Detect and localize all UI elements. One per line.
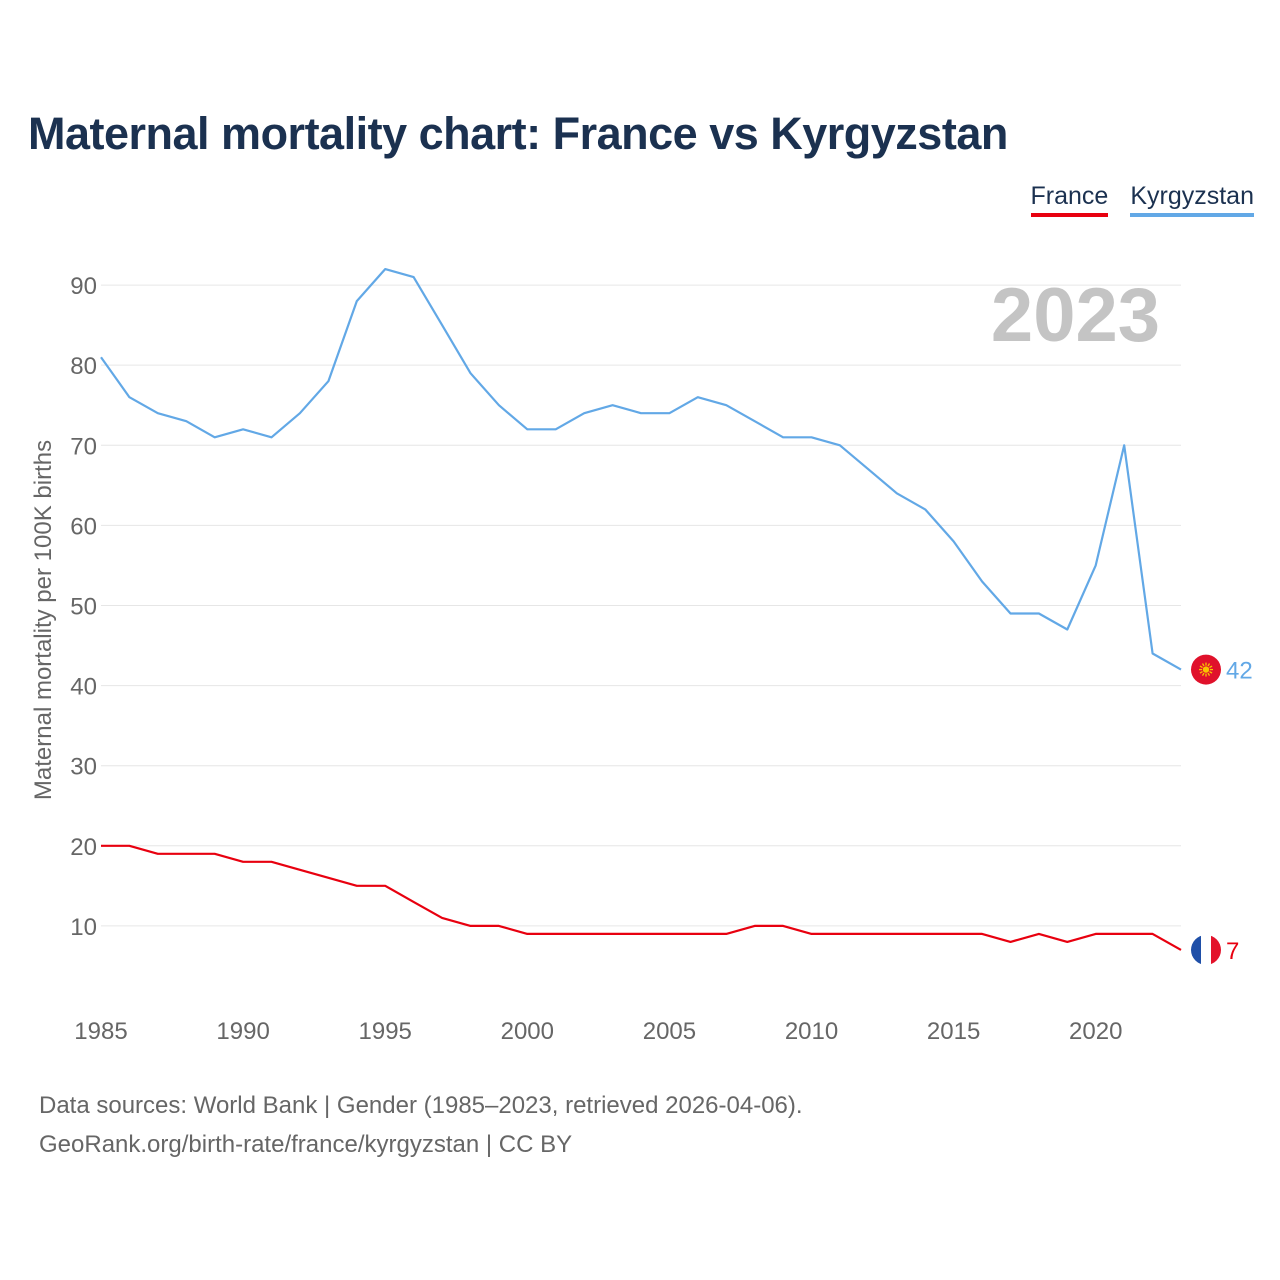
y-tick-label: 70 — [70, 433, 97, 460]
y-tick-label: 20 — [70, 834, 97, 861]
legend-item-france[interactable]: France — [1030, 182, 1109, 217]
series-line-kyrgyzstan[interactable] — [100, 268, 1182, 671]
y-tick-label: 90 — [70, 273, 97, 300]
y-tick-label: 10 — [70, 914, 97, 941]
source-link[interactable]: GeoRank.org/birth-rate/france/kyrgyzstan… — [39, 1131, 573, 1158]
x-tick-label: 2005 — [643, 1018, 696, 1045]
kyrgyzstan-flag-icon — [1191, 654, 1221, 685]
end-value-label-kyrgyzstan: 42 — [1226, 658, 1253, 685]
x-tick-label: 2020 — [1069, 1018, 1122, 1045]
data-source-text: Data sources: World Bank | Gender (1985–… — [39, 1092, 803, 1119]
y-tick-label: 80 — [70, 353, 97, 380]
france-flag-icon — [1191, 934, 1221, 965]
y-tick-labels: 10 20 30 40 50 60 70 80 90 — [70, 273, 97, 941]
y-tick-label: 30 — [70, 754, 97, 781]
x-tick-label: 2010 — [785, 1018, 838, 1045]
chart-legend: France Kyrgyzstan — [1030, 182, 1254, 217]
x-tick-label: 1990 — [216, 1018, 269, 1045]
y-tick-label: 50 — [70, 593, 97, 620]
x-tick-label: 1985 — [74, 1018, 127, 1045]
x-tick-label: 2000 — [501, 1018, 554, 1045]
grid-lines — [101, 284, 1181, 927]
y-tick-label: 60 — [70, 513, 97, 540]
end-value-label-france: 7 — [1226, 938, 1239, 965]
series-line-france[interactable] — [101, 844, 1182, 951]
footer: Data sources: World Bank | Gender (1985–… — [39, 1086, 803, 1164]
year-label: 2023 — [991, 273, 1160, 358]
page-title: Maternal mortality chart: France vs Kyrg… — [28, 108, 1008, 159]
legend-item-kyrgyzstan[interactable]: Kyrgyzstan — [1130, 182, 1254, 217]
x-tick-label: 1995 — [359, 1018, 412, 1045]
y-axis-label: Maternal mortality per 100K births — [30, 440, 57, 800]
end-markers: 7 42 — [1191, 654, 1253, 965]
x-tick-labels: 1985 1990 1995 2000 2005 2010 2015 2020 — [74, 1018, 1122, 1045]
series-lines — [100, 268, 1182, 951]
y-tick-label: 40 — [70, 674, 97, 701]
x-tick-label: 2015 — [927, 1018, 980, 1045]
